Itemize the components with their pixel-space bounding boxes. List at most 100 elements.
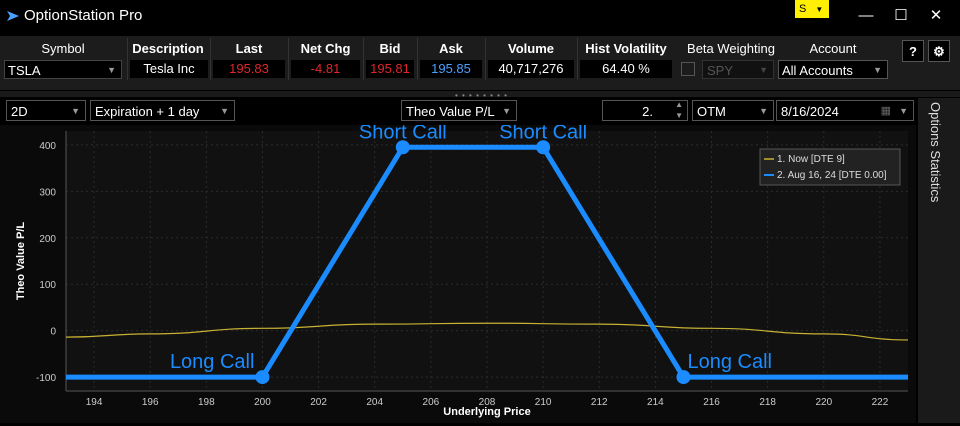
options-statistics-tab[interactable]: Options Statistics [928, 102, 943, 203]
y-tick-label: 100 [39, 280, 56, 291]
net-chg-header: Net Chg [300, 41, 351, 56]
account-badge-button[interactable]: S ▼ [795, 0, 829, 18]
divider [288, 38, 289, 80]
y-tick-label: 400 [39, 141, 56, 152]
view-select[interactable]: 2D ▼ [6, 100, 86, 121]
beta-weighting-checkbox[interactable] [681, 62, 695, 76]
measure-select[interactable]: Theo Value P/L ▼ [401, 100, 517, 121]
y-tick-label: 300 [39, 187, 56, 198]
divider [210, 38, 211, 80]
net-chg-value: -4.81 [291, 60, 360, 78]
divider [485, 38, 486, 80]
divider [417, 38, 418, 80]
last-value: 195.83 [213, 60, 285, 78]
hist-volatility-value: 64.40 % [580, 60, 672, 78]
strike-marker [395, 140, 410, 155]
y-tick-label: 200 [39, 234, 56, 245]
view-value: 2D [11, 104, 28, 119]
ask-value: 195.85 [420, 60, 482, 78]
x-tick-label: 220 [815, 397, 832, 408]
pl-chart: 194 196 198 200 202 204 206 208 210 212 214 216 218 2… [0, 121, 916, 423]
divider [577, 38, 578, 80]
beta-symbol-value: SPY [707, 63, 734, 78]
count-stepper[interactable]: 2. ▲ ▼ [602, 100, 688, 121]
calendar-icon: ▦ [880, 105, 891, 117]
account-select[interactable]: All Accounts ▼ [778, 60, 888, 79]
measure-value: Theo Value P/L [406, 104, 495, 119]
minimize-button[interactable]: — [858, 7, 874, 24]
date-value: 8/16/2024 [781, 104, 839, 119]
symbol-header: Symbol [41, 41, 85, 56]
y-axis-label: Theo Value P/L [15, 222, 27, 301]
app-logo-icon [7, 11, 19, 21]
x-tick-label: 218 [759, 397, 776, 408]
stepper-arrows-icon: ▲ ▼ [675, 100, 683, 120]
bid-header: Bid [379, 41, 401, 56]
x-tick-label: 212 [591, 397, 608, 408]
chart-area: 194 196 198 200 202 204 206 208 210 212 214 216 218 2… [0, 121, 916, 423]
chevron-down-icon: ▼ [873, 65, 882, 75]
chevron-down-icon: ▼ [107, 65, 116, 75]
time-mode-select[interactable]: Expiration + 1 day ▼ [90, 100, 235, 121]
x-tick-label: 216 [703, 397, 720, 408]
y-tick-label: 0 [50, 327, 56, 338]
divider [127, 38, 128, 80]
chevron-down-icon: ▼ [815, 5, 824, 14]
symbol-value: TSLA [8, 63, 41, 78]
chevron-down-icon: ▼ [759, 106, 768, 116]
date-picker[interactable]: 8/16/2024 ▦ ▼ [776, 100, 914, 121]
beta-symbol-select[interactable]: SPY ▼ [702, 60, 774, 79]
time-mode-value: Expiration + 1 day [95, 104, 200, 119]
chevron-down-icon: ▼ [220, 106, 229, 116]
panel-splitter[interactable] [0, 91, 960, 97]
help-icon: ? [909, 44, 917, 59]
moneyness-value: OTM [697, 104, 726, 119]
x-tick-label: 202 [310, 397, 327, 408]
count-value: 2. [642, 104, 653, 119]
x-tick-label: 222 [872, 397, 889, 408]
chevron-down-icon: ▼ [502, 106, 511, 116]
strike-annotation-label: Short Call [499, 125, 587, 143]
x-tick-label: 206 [423, 397, 440, 408]
strike-marker [536, 140, 551, 155]
x-tick-label: 204 [366, 397, 383, 408]
x-tick-label: 198 [198, 397, 215, 408]
x-tick-label: 210 [535, 397, 552, 408]
chevron-down-icon: ▼ [71, 106, 80, 116]
description-value: Tesla Inc [130, 60, 208, 78]
divider [363, 38, 364, 80]
x-axis-label: Underlying Price [443, 406, 530, 418]
strike-annotation-label: Long Call [170, 351, 255, 373]
symbol-input[interactable]: TSLA ▼ [4, 60, 122, 79]
series-line-now [65, 322, 909, 341]
strike-annotation-label: Long Call [687, 351, 772, 373]
chevron-down-icon: ▼ [759, 65, 768, 75]
close-button[interactable]: ✕ [929, 7, 943, 24]
help-button[interactable]: ? [902, 40, 924, 62]
account-value: All Accounts [782, 63, 853, 78]
volume-header: Volume [508, 41, 554, 56]
description-header: Description [132, 41, 204, 56]
last-header: Last [235, 41, 263, 56]
account-header: Account [809, 41, 857, 56]
account-badge-label: S [799, 3, 807, 15]
strike-marker [676, 370, 691, 385]
maximize-button[interactable]: ☐ [894, 7, 908, 24]
beta-weighting-header: Beta Weighting [687, 41, 775, 56]
strike-annotation-label: Short Call [359, 125, 447, 143]
legend-item-expiry: 2. Aug 16, 24 [DTE 0.00] [777, 170, 887, 181]
series-line-expiry [66, 144, 908, 380]
settings-button[interactable]: ⚙ [928, 40, 950, 62]
x-tick-label: 196 [142, 397, 159, 408]
ask-header: Ask [439, 41, 463, 56]
options-statistics-panel[interactable] [918, 98, 960, 423]
moneyness-select[interactable]: OTM ▼ [692, 100, 774, 121]
y-tick-label: -100 [36, 373, 56, 384]
bid-value: 195.81 [366, 60, 414, 78]
chart-legend: 1. Now [DTE 9] 2. Aug 16, 24 [DTE 0.00] [759, 148, 901, 186]
x-tick-label: 200 [254, 397, 271, 408]
gear-icon: ⚙ [933, 44, 945, 59]
app-title: OptionStation Pro [24, 7, 143, 24]
strike-marker [255, 370, 270, 385]
volume-value: 40,717,276 [488, 60, 574, 78]
